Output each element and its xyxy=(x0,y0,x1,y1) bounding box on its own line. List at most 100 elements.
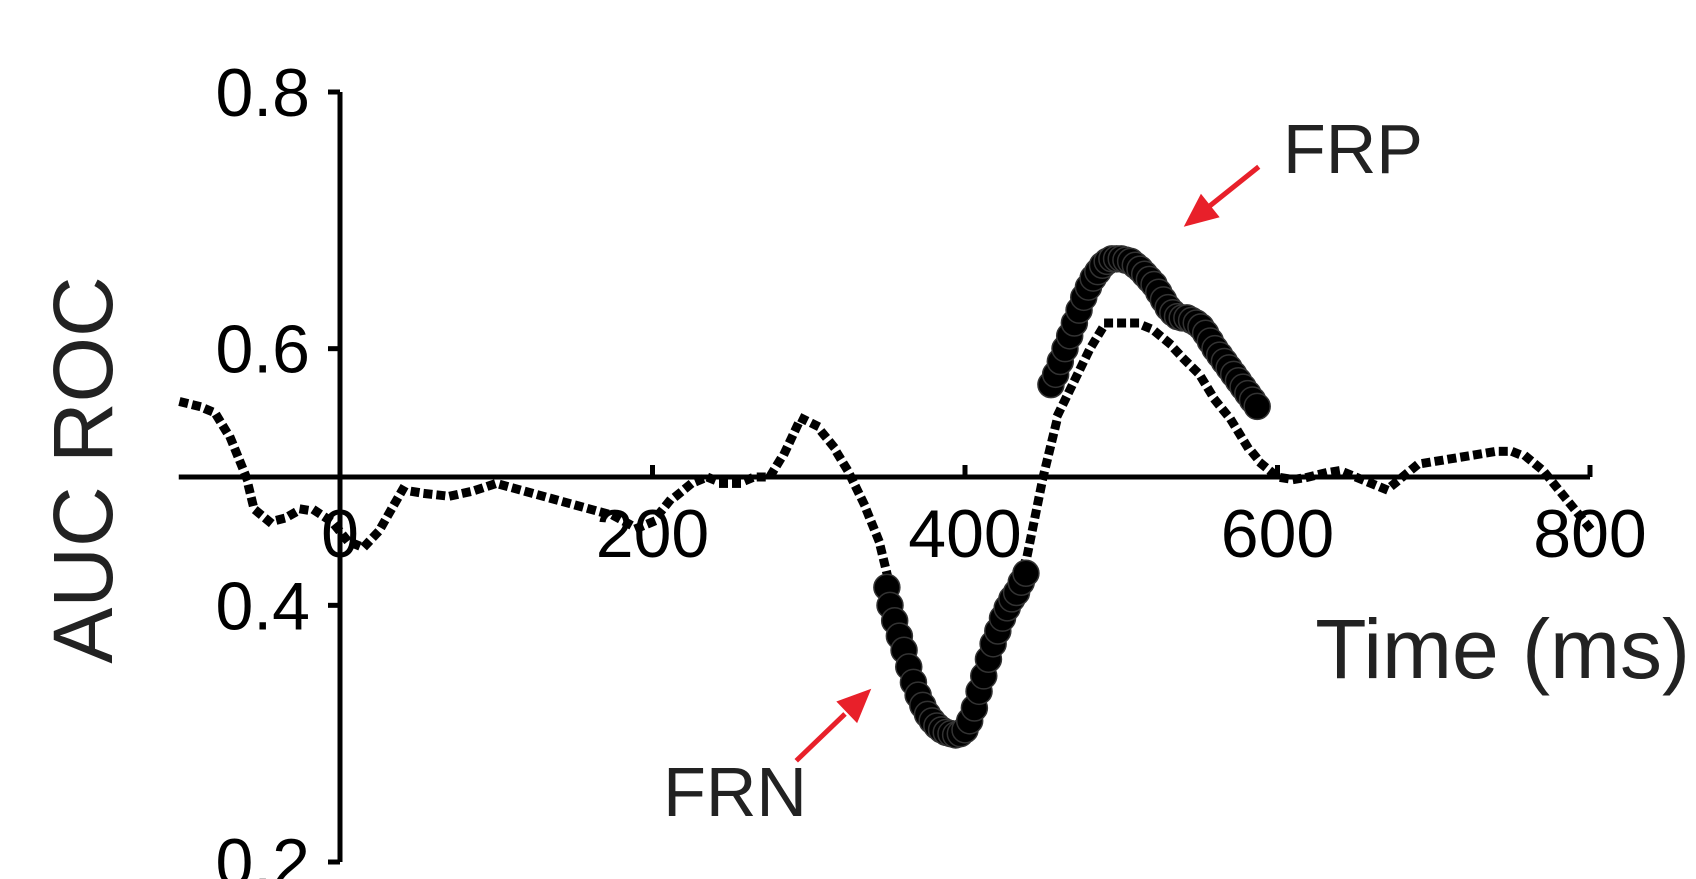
trace-dot xyxy=(1087,336,1100,349)
trace-dot xyxy=(1256,458,1270,472)
trace-dot xyxy=(330,521,344,535)
trace-dot xyxy=(396,483,409,497)
trace-dot xyxy=(369,528,382,541)
trace-dot xyxy=(560,497,572,509)
trace-dot xyxy=(485,479,497,491)
annotation-frp: FRP xyxy=(1183,110,1423,227)
y-tick-label: 0.8 xyxy=(215,55,310,131)
trace-dot xyxy=(240,470,252,483)
trace-dot xyxy=(742,473,755,486)
trace-dot xyxy=(1044,444,1056,456)
trace-dot xyxy=(1510,447,1522,459)
trace-dot xyxy=(1032,495,1044,507)
trace-dot xyxy=(875,544,887,556)
trace-dot xyxy=(825,438,839,451)
x-axis-title: Time (ms) xyxy=(1315,602,1690,696)
trace-dot xyxy=(460,487,472,498)
axes: 0.2 0.4 0.6 0.8 0 200 400 600 800 xyxy=(178,55,1647,879)
trace-dot xyxy=(202,404,215,417)
trace-dot xyxy=(808,418,822,431)
trace-dot xyxy=(251,506,265,519)
y-tick-label: 0.6 xyxy=(215,312,310,388)
y-tick-label: 0.2 xyxy=(215,825,310,879)
y-tick-label: 0.4 xyxy=(215,568,310,644)
annotation-arrow-head xyxy=(836,688,872,724)
trace-dot xyxy=(779,444,792,457)
trace-dot xyxy=(321,512,334,526)
annotation-frn: FRN xyxy=(663,688,872,831)
trace-dot xyxy=(218,422,232,436)
trace-dot xyxy=(1035,483,1047,494)
trace-dot xyxy=(1279,472,1290,484)
trace-dot xyxy=(548,493,560,505)
trace-dot xyxy=(1218,405,1232,419)
trace-dot xyxy=(878,557,890,569)
trace-dot xyxy=(1203,385,1216,398)
x-tick-label: 0 xyxy=(321,496,359,572)
trace-dot xyxy=(376,517,390,531)
trace-dot xyxy=(409,486,421,498)
trace-dot xyxy=(839,460,852,473)
trace-dot xyxy=(1104,318,1114,328)
trace-dot xyxy=(1433,455,1445,466)
trace-dot xyxy=(653,506,667,520)
trace-dot xyxy=(211,411,225,425)
trace-dot xyxy=(230,446,243,459)
trace-dot xyxy=(1581,519,1595,533)
trace-dot xyxy=(1472,449,1483,460)
trace-dot xyxy=(1573,509,1587,523)
trace-dot xyxy=(310,505,323,519)
trace-dot xyxy=(448,489,460,501)
trace-dot xyxy=(1170,345,1184,358)
trace-dot xyxy=(1038,470,1049,482)
trace-dot xyxy=(1094,325,1107,338)
significant-segment xyxy=(873,559,1040,749)
trace-dot xyxy=(705,472,718,485)
trace-dot xyxy=(785,433,798,446)
trace-dot xyxy=(681,479,695,493)
trace-dot xyxy=(1248,448,1261,462)
trace-dot xyxy=(1459,451,1470,462)
trace-dot xyxy=(338,531,352,545)
trace-dot xyxy=(797,413,810,426)
trace-dot xyxy=(350,538,362,551)
trace-dot xyxy=(235,458,248,471)
trace-dot xyxy=(693,474,706,487)
trace-dot xyxy=(1050,419,1062,431)
trace-dot xyxy=(523,486,535,498)
trace-dot xyxy=(1233,427,1246,440)
annotation-label: FRN xyxy=(663,753,807,831)
y-axis-title: AUC ROC xyxy=(36,276,130,663)
trace-dot xyxy=(298,504,310,515)
x-tick-label: 600 xyxy=(1221,496,1334,572)
trace-dot xyxy=(621,517,634,530)
trace-dot xyxy=(1408,460,1421,474)
annotation-label: FRP xyxy=(1283,110,1423,188)
trace-dot xyxy=(1161,335,1175,349)
trace-dot xyxy=(790,421,803,434)
trace-dot xyxy=(756,472,766,482)
trace-dot xyxy=(1052,406,1065,419)
significant-point xyxy=(1012,559,1040,587)
trace-dot xyxy=(861,507,874,520)
trace-dot xyxy=(435,490,446,501)
trace-dot xyxy=(383,506,396,519)
trace-dot xyxy=(1030,508,1041,520)
trace-dot xyxy=(585,503,597,516)
trace-dot xyxy=(1075,359,1088,372)
trace-dot xyxy=(1446,453,1458,464)
trace-dot xyxy=(1226,416,1239,429)
trace-dot xyxy=(1240,438,1253,452)
trace-dot xyxy=(261,514,275,528)
trace-dot xyxy=(473,483,485,495)
trace-dot xyxy=(535,490,547,502)
trace-dot xyxy=(1485,447,1496,458)
trace-dot xyxy=(772,455,785,469)
trace-dot xyxy=(1291,473,1303,485)
trace-dot xyxy=(246,496,258,508)
trace-dot xyxy=(856,495,869,508)
trace-dot xyxy=(573,500,585,512)
trace-dot xyxy=(1151,327,1165,341)
trace-dot xyxy=(671,488,685,501)
x-tick-label: 800 xyxy=(1533,496,1646,572)
